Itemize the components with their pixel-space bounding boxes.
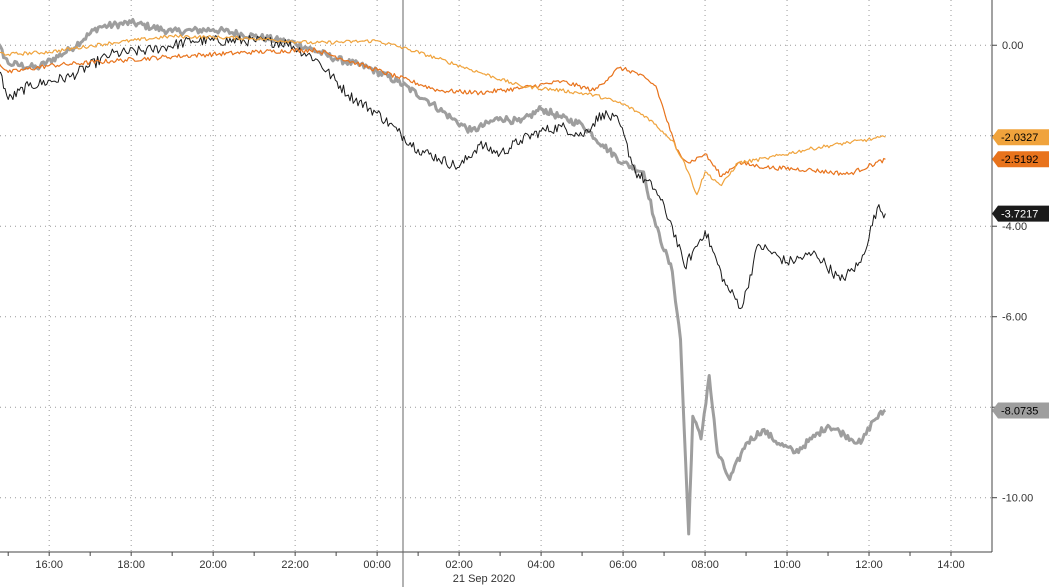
series-line-yellow: [0, 34, 886, 196]
series-line-gray: [0, 17, 886, 536]
y-tick-label: -6.00: [1002, 312, 1027, 324]
axes: [0, 0, 993, 587]
last-value-tag-gray: -8.0735: [992, 402, 1049, 419]
last-value-tag-bg: [992, 402, 1049, 419]
last-value-label: -8.0735: [1001, 406, 1038, 418]
x-tick-label: 00:00: [363, 559, 391, 571]
x-tick-label: 06:00: [609, 559, 637, 571]
series-lines: [0, 17, 886, 536]
x-tick-label: 02:00: [445, 559, 473, 571]
last-value-tags: -2.0327 -2.5192 -3.7217 -8.0735: [992, 129, 1049, 419]
x-tick-label: 20:00: [199, 559, 227, 571]
grid: [0, 0, 992, 552]
last-value-tag-bg: [992, 205, 1049, 222]
last-value-label: -2.5192: [1001, 154, 1038, 166]
y-tick-label: -10.00: [1002, 493, 1033, 505]
series-line-orange: [0, 47, 886, 178]
y-tick-label: 0.00: [1002, 40, 1023, 52]
x-tick-label: 22:00: [281, 559, 309, 571]
x-tick-label: 12:00: [855, 559, 883, 571]
last-value-tag-black: -3.7217: [992, 205, 1049, 222]
last-value-tag-orange: -2.5192: [992, 151, 1049, 168]
x-tick-label: 04:00: [527, 559, 555, 571]
y-tick-label: -4.00: [1002, 221, 1027, 233]
date-label: 21 Sep 2020: [453, 573, 515, 585]
last-value-tag-bg: [992, 129, 1049, 146]
x-tick-label: 18:00: [117, 559, 145, 571]
x-tick-label: 16:00: [35, 559, 63, 571]
x-tick-label: 10:00: [773, 559, 801, 571]
last-value-label: -2.0327: [1001, 132, 1038, 144]
series-line-black: [0, 35, 886, 310]
x-tick-label: 08:00: [691, 559, 719, 571]
y-tick-labels: 0.00 -4.00 -6.00 -10.00: [992, 40, 1033, 505]
last-value-label: -3.7217: [1001, 209, 1038, 221]
x-tick-label: 14:00: [937, 559, 965, 571]
x-tick-labels: 16:00 18:00 20:00 22:00 00:00 02:00 04:00 06:00…: [7, 552, 965, 571]
last-value-tag-bg: [992, 151, 1049, 168]
last-value-tag-yellow: -2.0327: [992, 129, 1049, 146]
